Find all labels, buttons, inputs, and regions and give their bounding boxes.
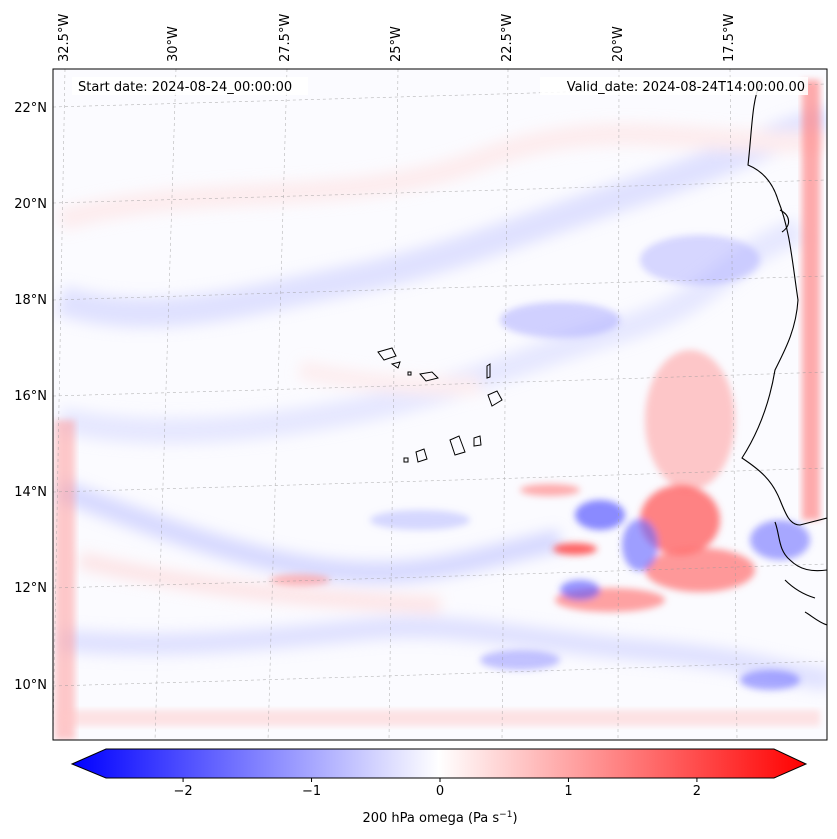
lon-label: 25°W <box>389 26 404 62</box>
gridlines <box>53 69 827 740</box>
lat-label: 20°N <box>14 197 47 212</box>
colorbar-tick-label: 2 <box>693 784 701 799</box>
colorbar-ticks: −2 −1 0 1 2 <box>173 778 701 799</box>
latitude-labels: 22°N 20°N 18°N 16°N 14°N 12°N 10°N <box>14 101 47 693</box>
colorbar-bar <box>70 748 808 779</box>
valid-date-label: Valid_date: 2024-08-24T14:00:00.00 <box>567 80 805 95</box>
colorbar-tick-label: 1 <box>564 784 572 799</box>
lon-label: 27.5°W <box>278 14 293 62</box>
valid-date-box <box>540 77 808 95</box>
colorbar-label-end: ) <box>512 811 517 826</box>
colorbar: −2 −1 0 1 2 200 hPa omega (Pa s−1) <box>70 748 808 826</box>
map-panel: Start date: 2024-08-24_00:00:00 Valid_da… <box>52 68 828 741</box>
colorbar-tick-label: −2 <box>173 784 192 799</box>
lat-label: 16°N <box>14 389 47 404</box>
map-frame <box>52 68 828 741</box>
omega-field <box>53 69 827 740</box>
lat-label: 10°N <box>14 678 47 693</box>
colorbar-label-main: 200 hPa omega (Pa s <box>362 811 499 826</box>
colorbar-tick-label: −1 <box>302 784 321 799</box>
colorbar-label: 200 hPa omega (Pa s−1) <box>362 810 517 826</box>
lon-label: 20°W <box>611 26 626 62</box>
lat-label: 14°N <box>14 485 47 500</box>
lon-label: 22.5°W <box>500 14 515 62</box>
colorbar-label-sup: −1 <box>499 810 512 820</box>
coastline <box>741 83 827 626</box>
lat-label: 22°N <box>14 101 47 116</box>
start-date-box <box>72 77 308 95</box>
lat-label: 12°N <box>14 581 47 596</box>
colorbar-tick-label: 0 <box>436 784 444 799</box>
lon-label: 30°W <box>166 26 181 62</box>
longitude-labels: 32.5°W 30°W 27.5°W 25°W 22.5°W 20°W 17.5… <box>57 14 737 62</box>
lon-label: 17.5°W <box>722 14 737 62</box>
start-date-label: Start date: 2024-08-24_00:00:00 <box>78 80 292 95</box>
cape-verde-islands <box>377 347 503 463</box>
lon-label: 32.5°W <box>57 14 72 62</box>
lat-label: 18°N <box>14 293 47 308</box>
